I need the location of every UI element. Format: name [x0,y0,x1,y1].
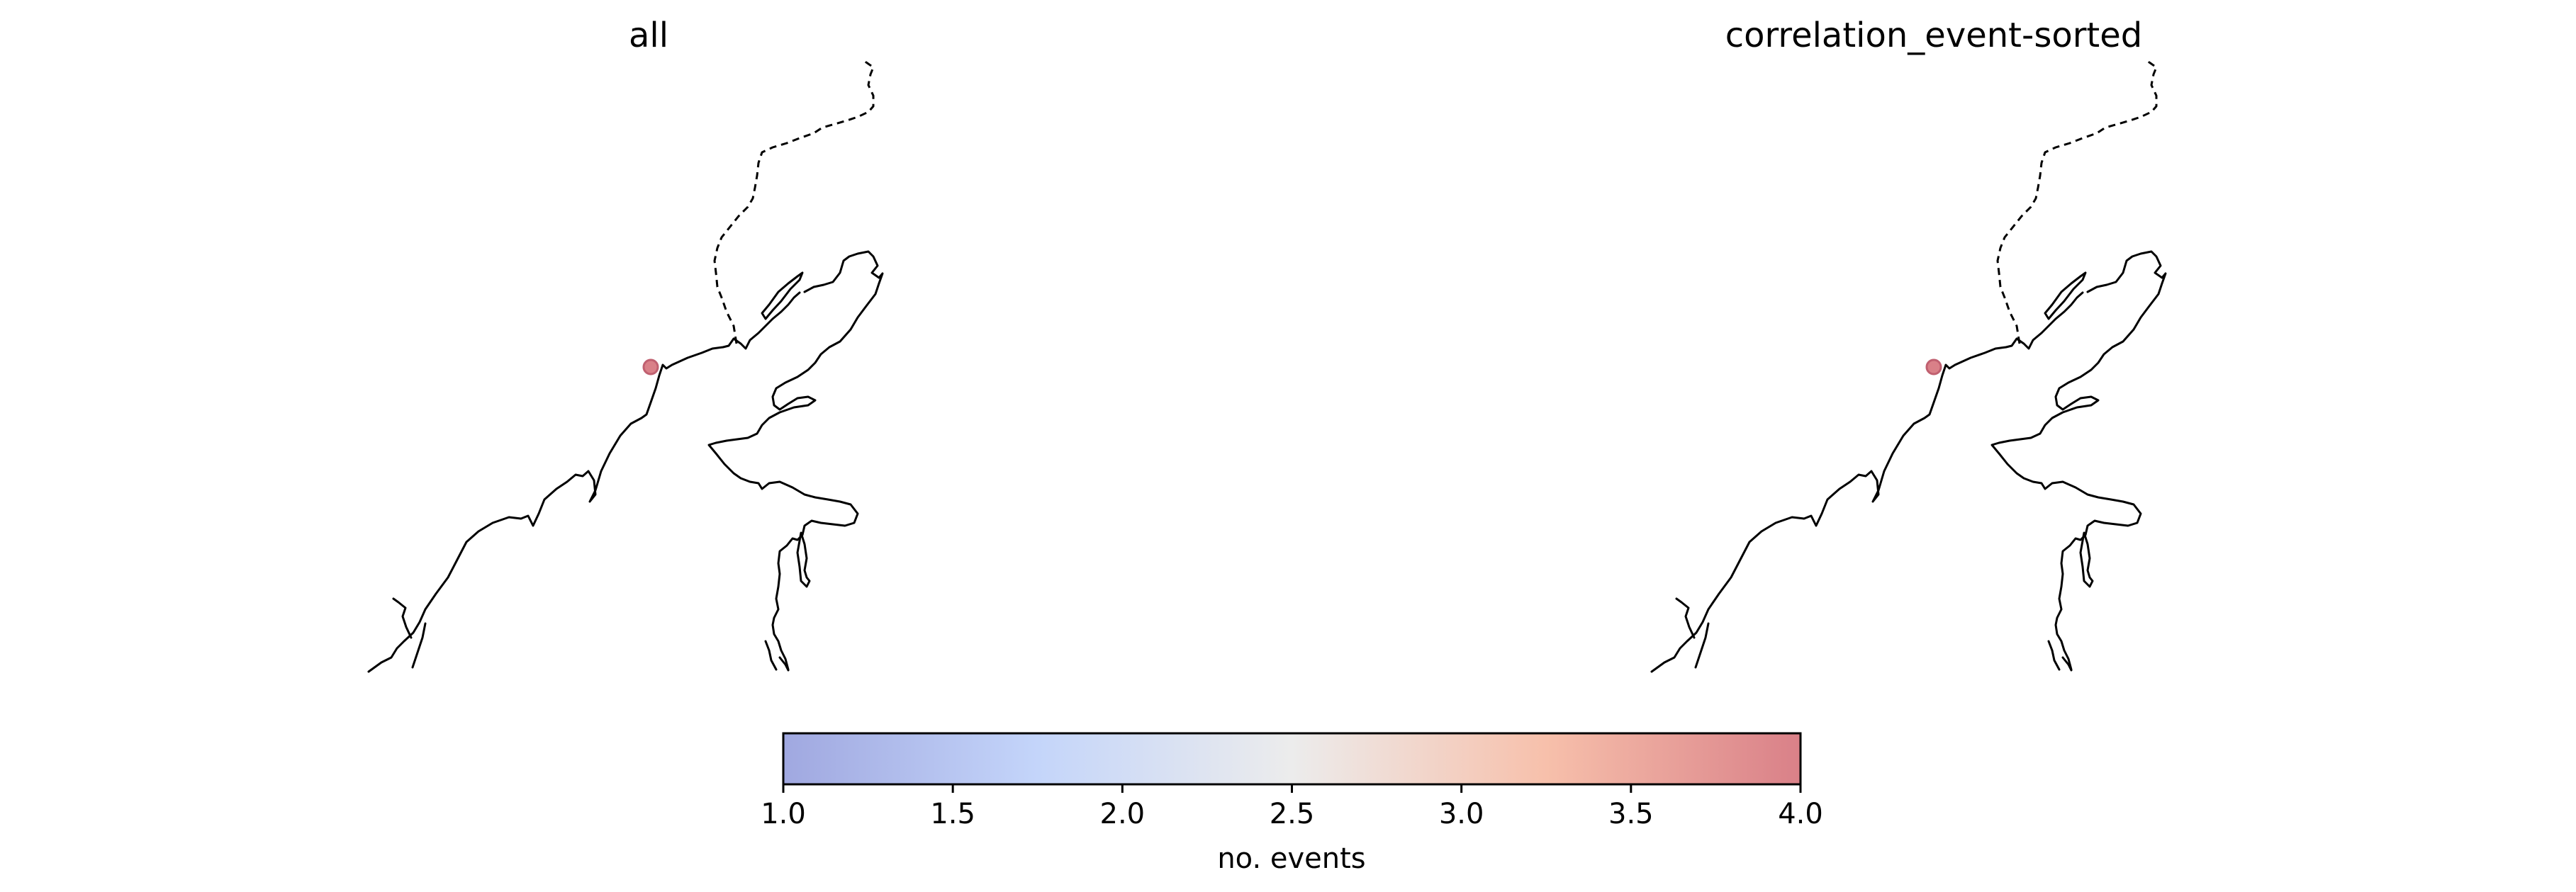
event-marker [1925,359,1942,376]
colorbar-tick-label: 3.5 [1608,798,1654,830]
colorbar: 1.0 1.5 2.0 2.5 3.0 3.5 4.0 no. events [761,732,1823,875]
colorbar-ticks: 1.0 1.5 2.0 2.5 3.0 3.5 4.0 [761,784,1823,830]
coastline [1650,61,2167,673]
map-panel-correlation-event-sorted: correlation_event-sorted [1650,16,2167,673]
panel-title: correlation_event-sorted [1725,16,2143,55]
colorbar-tick-label: 3.0 [1439,798,1484,830]
map-panel-all: all [367,16,884,673]
colorbar-tick-label: 4.0 [1778,798,1823,830]
colorbar-gradient [782,732,1802,786]
colorbar-label: no. events [1217,842,1365,875]
colorbar-tick-label: 2.0 [1100,798,1146,830]
panel-title: all [629,16,668,55]
colorbar-tick-label: 2.5 [1270,798,1315,830]
coastline [367,61,884,673]
colorbar-tick-label: 1.5 [930,798,975,830]
colorbar-tick-label: 1.0 [761,798,806,830]
event-marker [642,359,659,376]
